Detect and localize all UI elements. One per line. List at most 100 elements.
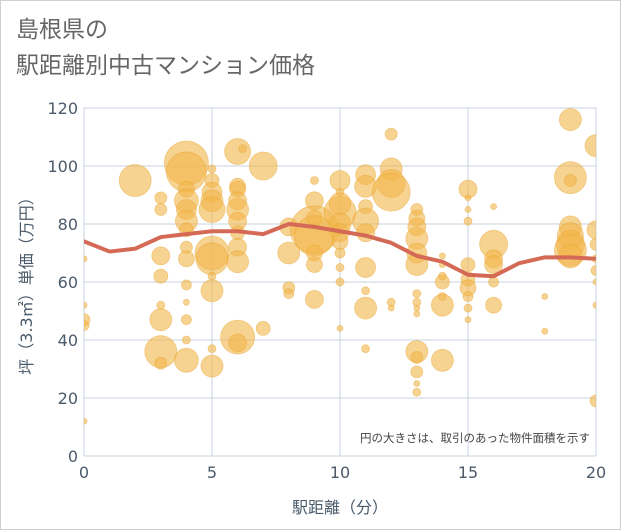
data-bubble [485,296,503,314]
data-bubble [154,203,168,216]
data-bubble [151,246,171,266]
data-bubble [84,417,88,425]
data-bubble [484,255,504,275]
data-bubble [181,335,191,345]
data-bubble [592,278,596,286]
x-tick-label: 10 [330,463,350,482]
data-bubble [460,257,476,273]
data-bubble [434,274,450,290]
x-tick-label: 20 [586,463,606,482]
chart-title: 島根県の 駅距離別中古マンション価格 [16,12,315,84]
data-bubble [195,242,229,276]
data-bubble [413,310,421,318]
data-bubble [331,232,349,250]
data-bubble [304,289,324,309]
data-bubble [490,203,498,211]
data-bubble [410,350,424,364]
data-bubble [488,276,500,288]
data-bubble [541,293,549,300]
data-bubble [118,164,152,197]
data-bubble [84,255,88,263]
title-line-2: 駅距離別中古マンション価格 [16,53,315,79]
y-tick-label: 60 [58,273,78,292]
data-bubble [430,348,454,372]
data-bubble [413,380,421,387]
data-bubble [84,320,90,331]
y-tick-label: 20 [58,389,78,408]
data-bubble [198,196,226,223]
average-line-layer [84,222,596,279]
data-bubble [335,277,345,287]
data-bubble [329,170,351,191]
data-bubble [156,300,166,310]
data-bubble [371,172,411,212]
data-bubble [463,303,473,313]
data-bubble [355,257,377,278]
data-bubble [592,301,596,309]
data-bubble [361,286,371,296]
data-bubble [200,279,224,303]
data-bubble [384,127,398,141]
x-tick-label: 15 [458,463,478,482]
data-bubble [238,144,248,154]
data-bubble [412,289,422,299]
data-bubble [173,347,199,373]
data-bubble [207,164,217,174]
data-bubble [462,291,474,302]
data-bubble [335,263,345,272]
y-tick-label: 40 [58,331,78,350]
data-bubble [410,365,424,379]
data-bubble [387,304,395,312]
data-bubble [149,308,173,332]
data-bubble [200,354,224,378]
data-bubble [464,206,472,213]
axis-ticks: 0 5 10 15 20 0 20 40 60 80 100 120 [47,99,606,482]
data-bubble [180,279,192,291]
data-bubble [180,314,192,326]
data-bubble [224,138,252,165]
y-tick-label: 0 [68,447,78,466]
data-bubble [228,333,248,353]
y-tick-label: 100 [47,157,78,176]
data-bubble [430,293,454,317]
data-bubble [590,265,596,276]
title-line-1: 島根県の [16,17,108,43]
data-bubble [309,176,319,185]
data-bubble [154,356,168,370]
average-price-line [84,222,596,279]
size-annotation: 円の大きさは、取引のあった物件面積を示す [360,431,590,445]
data-bubble [564,174,577,187]
data-bubble [361,344,371,354]
data-bubble [438,252,446,260]
data-bubble [207,271,217,281]
x-axis-label: 駅距離（分） [292,498,388,517]
data-bubble [277,241,301,265]
data-bubble [464,316,472,324]
data-bubble [413,304,421,312]
data-bubble [84,301,88,309]
y-axis-label: 坪（3.3㎡）単価（万円） [17,189,36,374]
data-bubble [336,324,344,332]
data-bubble [412,387,422,397]
data-bubble [226,250,250,274]
data-bubble [154,191,168,205]
data-bubble [207,344,217,354]
data-bubble [177,250,195,268]
data-bubble [589,394,596,408]
y-tick-label: 120 [47,99,78,118]
data-bubble [586,220,596,240]
data-bubble [541,327,549,335]
data-bubble [584,134,596,158]
data-bubble [305,256,323,274]
data-bubble [463,216,473,226]
data-bubble [334,247,346,259]
data-bubble [464,194,472,202]
data-bubble [248,151,278,181]
y-tick-label: 80 [58,215,78,234]
data-bubble [153,268,169,284]
data-bubble [589,237,596,251]
data-bubble [559,108,582,131]
data-bubble [182,298,190,306]
x-tick-label: 5 [207,463,217,482]
data-bubble [354,296,378,320]
